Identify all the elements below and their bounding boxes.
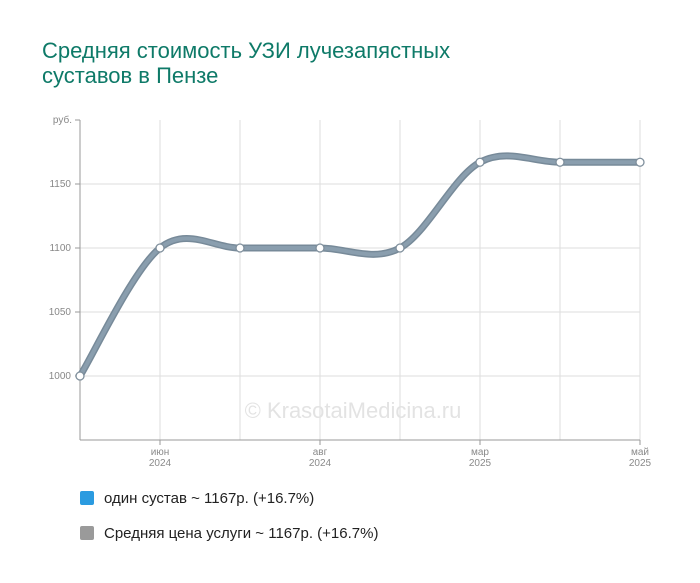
x-tick-year: 2024	[309, 458, 332, 469]
y-axis-unit-label: руб.	[53, 114, 72, 126]
y-tick-label: 1050	[49, 307, 72, 318]
data-point	[475, 157, 485, 167]
x-tick-label: мар 2025	[469, 447, 492, 469]
data-point	[75, 371, 85, 381]
y-tick-label: 1150	[49, 179, 71, 190]
data-point	[395, 243, 405, 253]
x-tick-year: 2025	[629, 458, 652, 469]
y-tick-label: 1100	[49, 243, 71, 254]
legend-swatch-one-joint	[80, 491, 94, 505]
watermark-text: © KrasotaiMedicina.ru	[245, 398, 462, 423]
chart-title-line-2: суставов в Пензе	[42, 63, 219, 88]
legend-item-one-joint[interactable]: один сустав ~ 1167р. (+16.7%)	[80, 490, 378, 508]
data-point	[235, 243, 245, 253]
series-line-shadow	[76, 152, 644, 380]
x-tick-label: июн 2024	[149, 447, 172, 469]
data-point	[635, 157, 645, 167]
series-line	[78, 153, 642, 378]
data-point	[315, 243, 325, 253]
x-tick-month: июн	[151, 447, 170, 458]
x-tick-month: май	[631, 447, 649, 458]
x-tick-label: авг 2024	[309, 447, 332, 469]
legend-label-average-price: Средняя цена услуги ~ 1167р. (+16.7%)	[104, 525, 379, 542]
x-tick-year: 2024	[149, 458, 172, 469]
x-tick-month: мар	[471, 447, 489, 458]
x-tick-label: май 2025	[629, 447, 652, 469]
data-point	[555, 157, 565, 167]
legend-swatch-average-price	[80, 526, 94, 540]
data-point	[155, 243, 165, 253]
chart-title: Средняя стоимость УЗИ лучезапястных суст…	[42, 38, 602, 88]
chart-title-line-1: Средняя стоимость УЗИ лучезапястных	[42, 38, 451, 63]
y-tick-label: 1000	[49, 371, 72, 382]
legend-item-average-price[interactable]: Средняя цена услуги ~ 1167р. (+16.7%)	[80, 525, 378, 543]
legend-label-one-joint: один сустав ~ 1167р. (+16.7%)	[104, 490, 315, 507]
x-tick-month: авг	[313, 447, 328, 458]
x-tick-year: 2025	[469, 458, 492, 469]
chart-legend: один сустав ~ 1167р. (+16.7%) Средняя це…	[80, 490, 378, 560]
